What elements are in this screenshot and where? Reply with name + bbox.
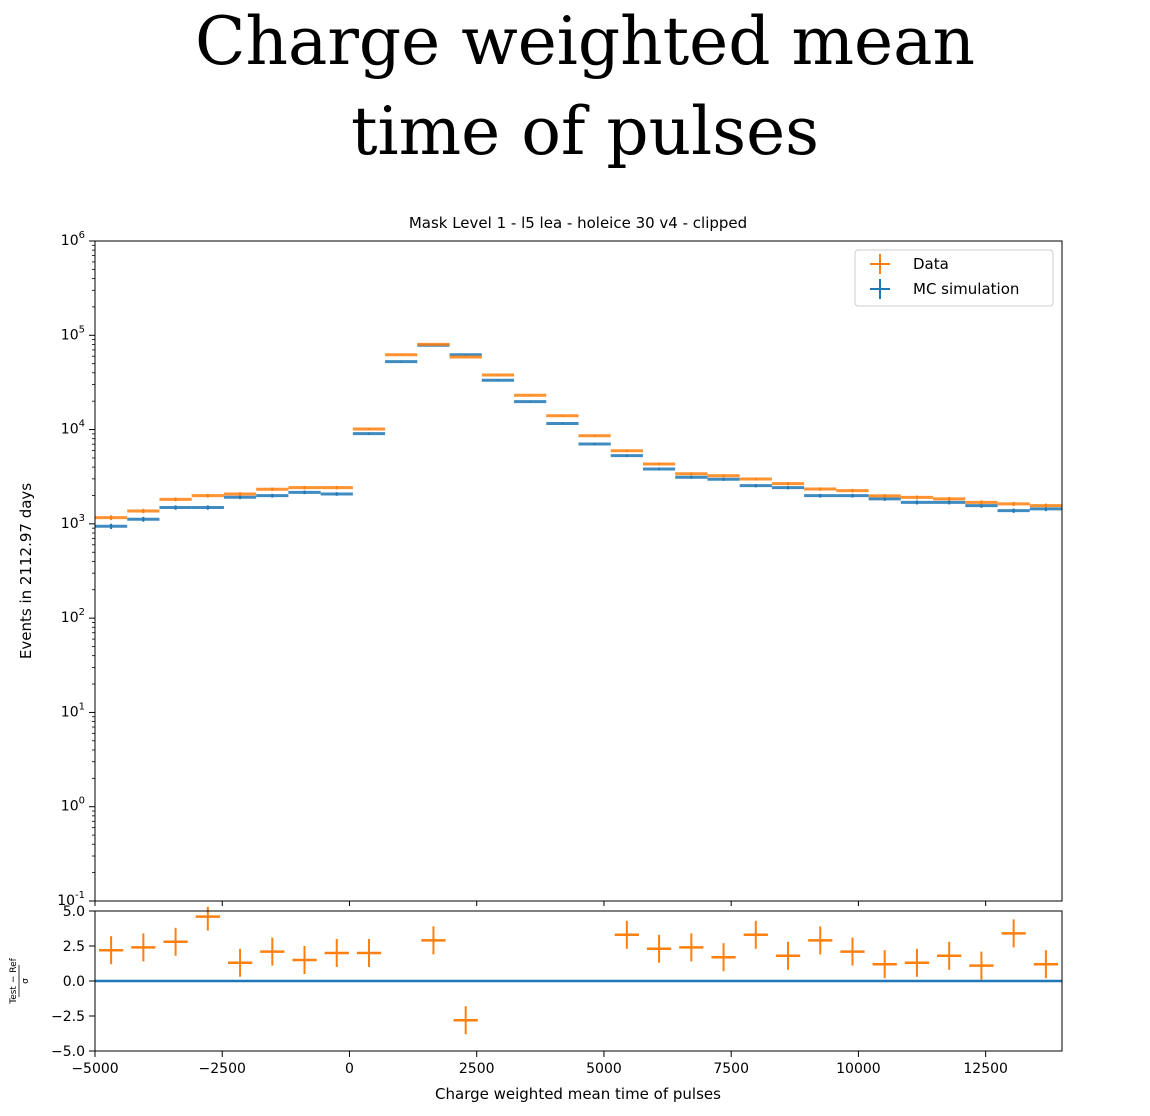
ratio-ylabel-numerator: Test − Ref	[9, 957, 19, 1004]
y-tick-label: 105	[61, 324, 85, 343]
y-tick-label: 106	[61, 230, 85, 249]
x-tick-label: 5000	[586, 1061, 622, 1077]
ratio-panel: −5.0 −2.5 0.0 2.5 5.0 −5000 −2500 0 2500 5000 7500…	[51, 904, 1063, 1077]
legend-marker-mc	[870, 279, 890, 299]
ratio-y-tick-label: −5.0	[51, 1044, 85, 1060]
legend-label-data: Data	[913, 255, 949, 273]
y-tick-label: 104	[61, 419, 85, 438]
y-tick-label: 101	[61, 701, 85, 720]
x-tick-label: 2500	[459, 1061, 495, 1077]
y-tick-label: 103	[61, 513, 85, 532]
x-tick-label: 0	[345, 1061, 354, 1077]
x-tick-label: 7500	[713, 1061, 749, 1077]
y-tick-label: 100	[61, 796, 85, 815]
x-axis-label: Charge weighted mean time of pulses	[435, 1085, 721, 1103]
legend-label-mc: MC simulation	[913, 280, 1019, 298]
suptitle-line-2: time of pulses	[351, 93, 819, 170]
y-tick-label: 102	[61, 607, 85, 626]
x-tick-label: 12500	[963, 1061, 1008, 1077]
ratio-y-axis-label: Test − Ref σ	[9, 957, 31, 1004]
plot-title: Mask Level 1 - l5 lea - holeice 30 v4 - …	[409, 214, 747, 232]
ratio-y-tick-label: 0.0	[63, 974, 85, 990]
suptitle-line-1: Charge weighted mean	[195, 3, 975, 80]
main-axes-frame	[94, 240, 1063, 902]
ratio-y-tick-label: 2.5	[63, 939, 85, 955]
ratio-y-tick-label: −2.5	[51, 1009, 85, 1025]
x-tick-label: −5000	[71, 1061, 118, 1077]
ratio-axes-frame	[94, 910, 1063, 1052]
legend: Data MC simulation	[854, 249, 1054, 307]
ratio-y-tick-label: 5.0	[63, 904, 85, 920]
legend-marker-data	[870, 254, 890, 274]
x-tick-label: −2500	[199, 1061, 246, 1077]
ratio-ylabel-denominator: σ	[21, 978, 31, 984]
x-tick-label: 10000	[836, 1061, 881, 1077]
y-axis-label: Events in 2112.97 days	[17, 483, 35, 659]
